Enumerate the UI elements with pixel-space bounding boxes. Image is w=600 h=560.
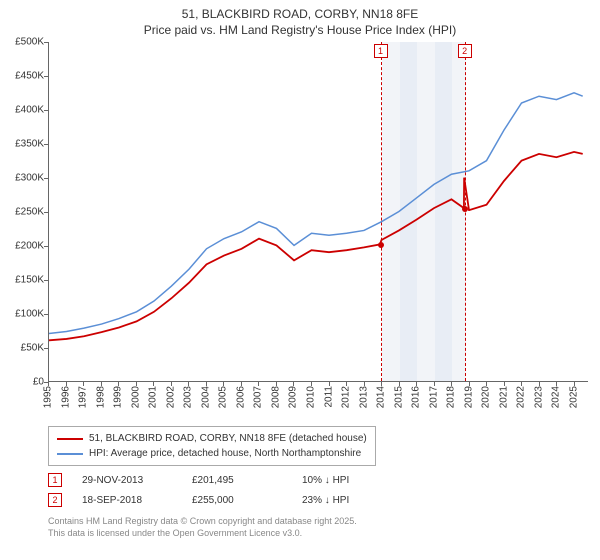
- x-tick-label: 1996: [60, 386, 71, 408]
- x-tick-label: 2003: [183, 386, 194, 408]
- y-tick-label: £200K: [0, 241, 44, 252]
- x-tick-label: 2010: [305, 386, 316, 408]
- x-tick-label: 2001: [148, 386, 159, 408]
- x-tick-label: 2004: [200, 386, 211, 408]
- y-tick-label: £0: [0, 377, 44, 388]
- annotation-price: £255,000: [192, 495, 282, 506]
- x-tick-label: 2017: [428, 386, 439, 408]
- y-tick-label: £350K: [0, 139, 44, 150]
- annotation-price: £201,495: [192, 475, 282, 486]
- x-tick-label: 2022: [516, 386, 527, 408]
- annotation-pct: 10% ↓ HPI: [302, 475, 392, 486]
- x-tick-label: 2014: [376, 386, 387, 408]
- x-tick-label: 2015: [393, 386, 404, 408]
- x-tick-label: 2005: [218, 386, 229, 408]
- x-tick-label: 2002: [165, 386, 176, 408]
- series-hpi: [49, 93, 583, 334]
- series-price_paid: [49, 152, 583, 340]
- x-tick-label: 2023: [533, 386, 544, 408]
- x-tick-label: 2016: [411, 386, 422, 408]
- legend: 51, BLACKBIRD ROAD, CORBY, NN18 8FE (det…: [48, 426, 376, 466]
- x-tick-label: 1995: [43, 386, 54, 408]
- legend-label: 51, BLACKBIRD ROAD, CORBY, NN18 8FE (det…: [89, 431, 367, 446]
- annotation-date: 18-SEP-2018: [82, 495, 172, 506]
- x-tick-label: 2021: [498, 386, 509, 408]
- x-tick-label: 2000: [130, 386, 141, 408]
- title-address: 51, BLACKBIRD ROAD, CORBY, NN18 8FE: [0, 6, 600, 22]
- x-tick-label: 2006: [235, 386, 246, 408]
- annotation-row: 2 18-SEP-2018 £255,000 23% ↓ HPI: [48, 490, 392, 510]
- x-tick-label: 2012: [341, 386, 352, 408]
- chart-title: 51, BLACKBIRD ROAD, CORBY, NN18 8FE Pric…: [0, 0, 600, 38]
- x-tick-label: 2020: [481, 386, 492, 408]
- x-tick-label: 2018: [446, 386, 457, 408]
- x-tick-label: 2007: [253, 386, 264, 408]
- y-tick-label: £50K: [0, 343, 44, 354]
- y-tick-label: £150K: [0, 275, 44, 286]
- chart-wrap: £0 £50K £100K £150K £200K £250K £300K £350K £400…: [0, 42, 600, 422]
- y-tick-label: £300K: [0, 173, 44, 184]
- footer: Contains HM Land Registry data © Crown c…: [48, 516, 357, 539]
- annotation-marker: 2: [48, 493, 62, 507]
- legend-swatch: [57, 438, 83, 440]
- x-tick-label: 1997: [78, 386, 89, 408]
- x-tick-label: 1998: [95, 386, 106, 408]
- x-tick-label: 2011: [323, 386, 334, 408]
- legend-item: 51, BLACKBIRD ROAD, CORBY, NN18 8FE (det…: [57, 431, 367, 446]
- annotation-pct: 23% ↓ HPI: [302, 495, 392, 506]
- y-tick-label: £100K: [0, 309, 44, 320]
- footer-copyright: Contains HM Land Registry data © Crown c…: [48, 516, 357, 528]
- sale-marker: [378, 242, 384, 248]
- legend-label: HPI: Average price, detached house, Nort…: [89, 446, 361, 461]
- footer-licence: This data is licensed under the Open Gov…: [48, 528, 357, 540]
- legend-swatch: [57, 453, 83, 455]
- x-tick-label: 2008: [270, 386, 281, 408]
- annotation-row: 1 29-NOV-2013 £201,495 10% ↓ HPI: [48, 470, 392, 490]
- x-tick-label: 2024: [551, 386, 562, 408]
- x-tick-label: 2013: [358, 386, 369, 408]
- y-tick-label: £500K: [0, 37, 44, 48]
- legend-item: HPI: Average price, detached house, Nort…: [57, 446, 367, 461]
- y-tick-label: £250K: [0, 207, 44, 218]
- y-tick-label: £400K: [0, 105, 44, 116]
- x-tick-label: 2009: [288, 386, 299, 408]
- x-tick-label: 2019: [463, 386, 474, 408]
- x-tick-label: 2025: [568, 386, 579, 408]
- annotation-date: 29-NOV-2013: [82, 475, 172, 486]
- annotation-marker: 1: [48, 473, 62, 487]
- title-subtitle: Price paid vs. HM Land Registry's House …: [0, 22, 600, 38]
- sale-marker: [462, 206, 468, 212]
- y-tick-label: £450K: [0, 71, 44, 82]
- annotation-table: 1 29-NOV-2013 £201,495 10% ↓ HPI 2 18-SE…: [48, 470, 392, 510]
- chart-plot-area: 12: [48, 42, 588, 382]
- x-tick-label: 1999: [113, 386, 124, 408]
